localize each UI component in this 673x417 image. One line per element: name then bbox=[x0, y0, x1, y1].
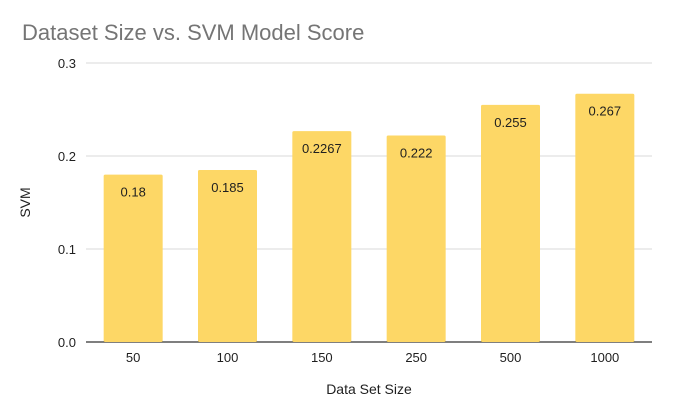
bar bbox=[103, 174, 163, 342]
bar-value-label: 0.255 bbox=[494, 115, 527, 130]
x-axis-label: Data Set Size bbox=[326, 381, 412, 397]
gridlines bbox=[86, 62, 652, 343]
bar-value-label: 0.267 bbox=[589, 104, 622, 119]
x-tick-label: 250 bbox=[405, 350, 427, 365]
bar bbox=[481, 104, 540, 342]
y-tick-label: 0.3 bbox=[58, 56, 76, 71]
bar-value-label: 0.222 bbox=[400, 146, 433, 161]
y-tick-label: 0.0 bbox=[58, 335, 76, 350]
bar-group: 0.222 bbox=[386, 135, 446, 342]
x-tick-label: 1000 bbox=[590, 350, 619, 365]
bar-group: 0.2267 bbox=[292, 131, 352, 342]
bar-group: 0.185 bbox=[198, 169, 257, 342]
bar bbox=[198, 169, 257, 342]
x-tick-label: 50 bbox=[126, 350, 140, 365]
x-axis-ticks: 50 100 150 250 500 1000 bbox=[126, 350, 619, 365]
bar-group: 0.267 bbox=[575, 93, 635, 342]
y-axis-ticks: 0.0 0.1 0.2 0.3 bbox=[58, 56, 76, 350]
x-tick-label: 150 bbox=[311, 350, 333, 365]
bar-group: 0.255 bbox=[481, 104, 540, 342]
bar bbox=[575, 93, 635, 342]
bar bbox=[292, 131, 352, 342]
bar-value-label: 0.2267 bbox=[302, 141, 342, 156]
bar-value-label: 0.18 bbox=[121, 185, 146, 200]
bars: 0.18 0.185 0.2267 0.222 0.255 0.267 bbox=[103, 93, 635, 342]
chart-title: Dataset Size vs. SVM Model Score bbox=[22, 20, 364, 45]
bar-value-label: 0.185 bbox=[211, 180, 244, 195]
x-tick-label: 500 bbox=[500, 350, 522, 365]
y-tick-label: 0.2 bbox=[58, 149, 76, 164]
y-tick-label: 0.1 bbox=[58, 242, 76, 257]
bar bbox=[386, 135, 446, 342]
y-axis-label: SVM bbox=[17, 187, 33, 217]
bar-group: 0.18 bbox=[103, 174, 163, 342]
x-tick-label: 100 bbox=[217, 350, 239, 365]
